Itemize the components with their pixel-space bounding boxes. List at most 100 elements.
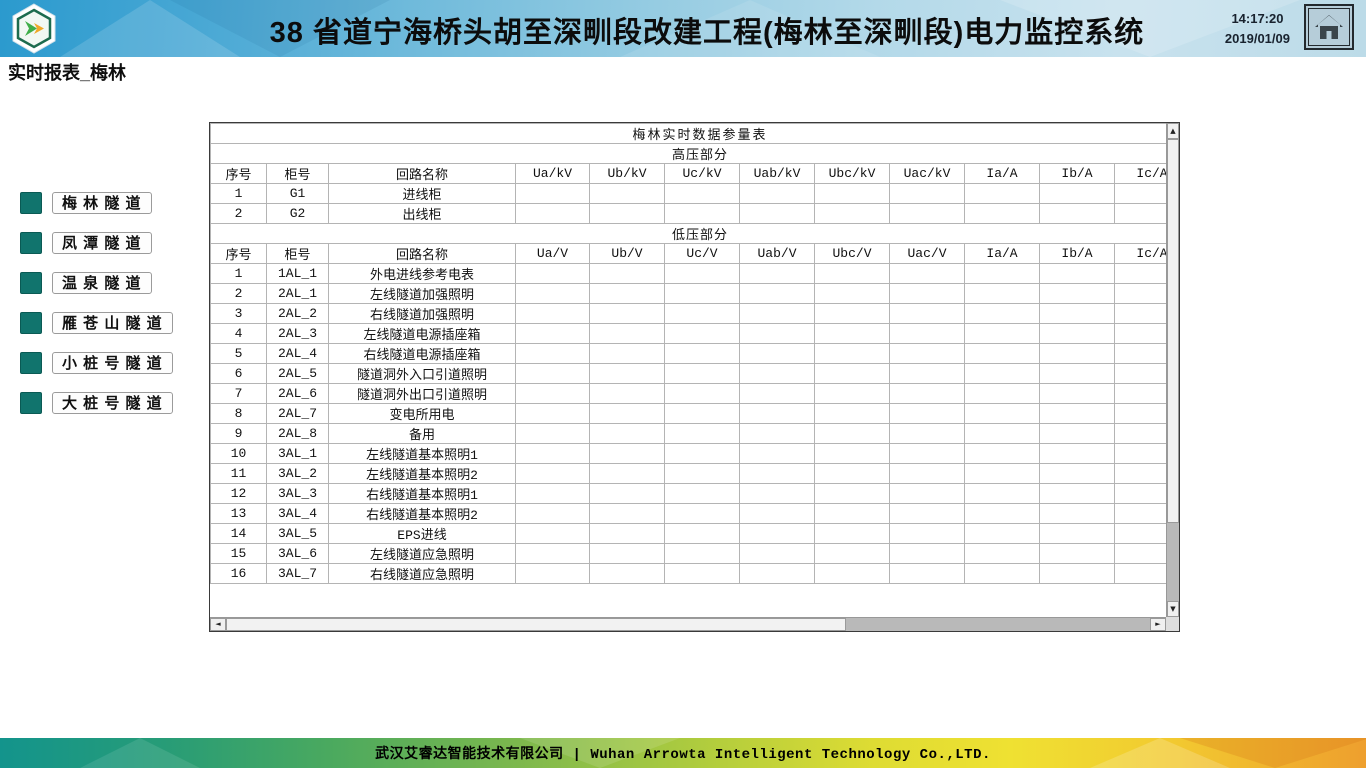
value-cell — [1039, 363, 1115, 384]
circuit-name-cell: 变电所用电 — [328, 403, 516, 424]
row-number-cell: 13 — [210, 503, 267, 524]
report-frame: 梅林实时数据参量表 高压部分 序号 柜号 回路名称 Ua/kV Ub/kV Uc/kV Uab/… — [209, 122, 1180, 632]
value-cell — [889, 563, 965, 584]
value-cell — [664, 483, 740, 504]
vertical-scroll-thumb[interactable] — [1167, 139, 1179, 523]
tunnel-button[interactable]: 雁 苍 山 隧 道 — [52, 312, 173, 334]
tunnel-indicator-square — [20, 232, 42, 254]
value-cell — [664, 443, 740, 464]
table-row: 2 G2 出线柜 — [210, 203, 1166, 224]
value-cell — [589, 443, 665, 464]
table-row: 11 3AL_2 左线隧道基本照明2 — [210, 463, 1166, 484]
table-row: 5 2AL_4 右线隧道电源插座箱 — [210, 343, 1166, 364]
value-cell — [964, 343, 1040, 364]
value-cell — [589, 283, 665, 304]
tunnel-button[interactable]: 大 桩 号 隧 道 — [52, 392, 173, 414]
column-header: Uac/kV — [889, 163, 965, 184]
scrollbar-corner — [1166, 617, 1179, 631]
value-cell — [1039, 203, 1115, 224]
tunnel-button[interactable]: 梅 林 隧 道 — [52, 192, 152, 214]
column-header: Ub/V — [589, 243, 665, 264]
circuit-name-cell: 右线隧道基本照明1 — [328, 483, 516, 504]
row-number-cell: 8 — [210, 403, 267, 424]
cabinet-id-cell: 3AL_1 — [266, 443, 329, 464]
value-cell — [589, 423, 665, 444]
value-cell — [889, 283, 965, 304]
cabinet-id-cell: G2 — [266, 203, 329, 224]
table-row: 4 2AL_3 左线隧道电源插座箱 — [210, 323, 1166, 344]
value-cell — [1039, 343, 1115, 364]
value-cell — [589, 363, 665, 384]
cabinet-id-cell: 2AL_4 — [266, 343, 329, 364]
cabinet-id-cell: 2AL_3 — [266, 323, 329, 344]
value-cell — [964, 463, 1040, 484]
value-cell — [739, 263, 815, 284]
value-cell — [1039, 443, 1115, 464]
value-cell — [739, 383, 815, 404]
value-cell — [515, 463, 590, 484]
horizontal-scrollbar[interactable]: ◄ ► — [210, 617, 1166, 631]
home-icon — [1308, 8, 1350, 46]
column-header: Ub/kV — [589, 163, 665, 184]
value-cell — [589, 483, 665, 504]
cabinet-id-cell: 3AL_3 — [266, 483, 329, 504]
table-row: 15 3AL_6 左线隧道应急照明 — [210, 543, 1166, 564]
column-header: Uab/kV — [739, 163, 815, 184]
value-cell — [1113, 263, 1166, 284]
value-cell — [1039, 523, 1115, 544]
value-cell — [589, 323, 665, 344]
value-cell — [515, 363, 590, 384]
value-cell — [1113, 183, 1166, 204]
cabinet-id-cell: 2AL_1 — [266, 283, 329, 304]
home-button[interactable] — [1304, 4, 1354, 50]
column-header: 回路名称 — [328, 243, 516, 264]
column-header: Ubc/kV — [814, 163, 890, 184]
value-cell — [814, 363, 890, 384]
value-cell — [589, 263, 665, 284]
tunnel-button[interactable]: 温 泉 隧 道 — [52, 272, 152, 294]
down-arrow-icon: ▼ — [1170, 604, 1176, 613]
left-arrow-icon: ◄ — [215, 620, 221, 628]
row-number-cell: 2 — [210, 283, 267, 304]
scroll-right-button[interactable]: ► — [1150, 618, 1166, 631]
value-cell — [739, 203, 815, 224]
table-row: 1 G1 进线柜 — [210, 183, 1166, 204]
value-cell — [964, 483, 1040, 504]
tunnel-button[interactable]: 凤 潭 隧 道 — [52, 232, 152, 254]
value-cell — [1113, 543, 1166, 564]
column-header: Ubc/V — [814, 243, 890, 264]
value-cell — [589, 463, 665, 484]
value-cell — [1039, 503, 1115, 524]
scroll-left-button[interactable]: ◄ — [210, 618, 226, 631]
value-cell — [1039, 183, 1115, 204]
column-header: 柜号 — [266, 243, 329, 264]
value-cell — [515, 283, 590, 304]
value-cell — [1113, 323, 1166, 344]
scroll-down-button[interactable]: ▼ — [1167, 601, 1179, 617]
row-number-cell: 3 — [210, 303, 267, 324]
value-cell — [664, 183, 740, 204]
value-cell — [739, 303, 815, 324]
tunnel-button[interactable]: 小 桩 号 隧 道 — [52, 352, 173, 374]
value-cell — [814, 303, 890, 324]
tunnel-indicator-square — [20, 352, 42, 374]
report-table: 梅林实时数据参量表 高压部分 序号 柜号 回路名称 Ua/kV Ub/kV Uc/kV Uab/… — [210, 123, 1166, 584]
table-row: 9 2AL_8 备用 — [210, 423, 1166, 444]
vertical-scrollbar[interactable]: ▲ ▼ — [1166, 123, 1179, 617]
column-header: Ib/A — [1039, 163, 1115, 184]
value-cell — [1039, 403, 1115, 424]
column-header: Uc/kV — [664, 163, 740, 184]
row-number-cell: 12 — [210, 483, 267, 504]
cabinet-id-cell: 3AL_7 — [266, 563, 329, 584]
scroll-up-button[interactable]: ▲ — [1167, 123, 1179, 139]
value-cell — [1113, 303, 1166, 324]
circuit-name-cell: 外电进线参考电表 — [328, 263, 516, 284]
clock-time: 14:17:20 — [1231, 11, 1284, 26]
horizontal-scroll-thumb[interactable] — [226, 618, 846, 631]
value-cell — [589, 563, 665, 584]
circuit-name-cell: 出线柜 — [328, 203, 516, 224]
value-cell — [739, 463, 815, 484]
value-cell — [589, 183, 665, 204]
value-cell — [1113, 523, 1166, 544]
sidebar-item: 小 桩 号 隧 道 — [20, 352, 173, 374]
